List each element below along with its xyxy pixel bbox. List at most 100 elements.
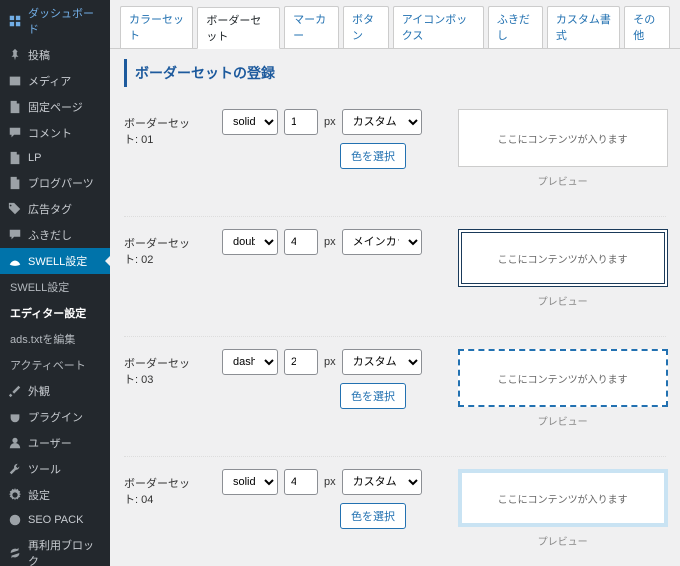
- sidebar-label: SEO PACK: [28, 514, 83, 526]
- tab[interactable]: マーカー: [284, 6, 339, 48]
- border-set-controls: soliddoubledasheddotted px カスタムメインカラー色を選択: [222, 469, 422, 529]
- sidebar-subitem[interactable]: SWELL設定: [0, 274, 110, 300]
- preview-box: ここにコンテンツが入ります: [458, 109, 668, 167]
- tab[interactable]: ボタン: [343, 6, 389, 48]
- sidebar-item[interactable]: 広告タグ: [0, 196, 110, 222]
- border-set-controls: soliddoubledasheddotted px カスタムメインカラー色を選択: [222, 349, 422, 409]
- sidebar-item[interactable]: 設定: [0, 482, 110, 508]
- tab[interactable]: カラーセット: [120, 6, 193, 48]
- swell-icon: [8, 254, 22, 268]
- sidebar-label: 固定ページ: [28, 99, 83, 115]
- sidebar-label: メディア: [28, 73, 71, 89]
- border-width-input[interactable]: [284, 229, 318, 255]
- border-set-row: ボーダーセット: 03 soliddoubledasheddotted px カスタム…: [124, 337, 666, 457]
- border-color-mode-select[interactable]: カスタムメインカラー: [342, 109, 422, 135]
- sidebar-label: プラグイン: [28, 409, 83, 425]
- comment-icon: [8, 228, 22, 242]
- sidebar-item[interactable]: プラグイン: [0, 404, 110, 430]
- px-unit: px: [324, 116, 336, 128]
- sidebar-label: ブログパーツ: [28, 175, 94, 191]
- color-picker-button[interactable]: 色を選択: [340, 503, 406, 529]
- color-picker-button[interactable]: 色を選択: [340, 383, 406, 409]
- sidebar-label: アクティベート: [10, 357, 86, 373]
- sidebar-item[interactable]: LP: [0, 146, 110, 170]
- tab[interactable]: ボーダーセット: [197, 7, 280, 49]
- sidebar-subitem[interactable]: ads.txtを編集: [0, 326, 110, 352]
- dashboard-icon: [8, 14, 22, 28]
- border-color-mode-select[interactable]: カスタムメインカラー: [342, 469, 422, 495]
- border-color-mode-select[interactable]: カスタムメインカラー: [342, 349, 422, 375]
- sidebar-item[interactable]: コメント: [0, 120, 110, 146]
- tag-icon: [8, 202, 22, 216]
- pin-icon: [8, 48, 22, 62]
- border-set-label: ボーダーセット: 03: [124, 349, 204, 387]
- user-icon: [8, 436, 22, 450]
- sidebar-label: ツール: [28, 461, 61, 477]
- sidebar-label: ads.txtを編集: [10, 331, 75, 347]
- sidebar-label: 投稿: [28, 47, 50, 63]
- comment-icon: [8, 126, 22, 140]
- border-style-select[interactable]: soliddoubledasheddotted: [222, 349, 278, 375]
- border-color-mode-select[interactable]: カスタムメインカラー: [342, 229, 422, 255]
- preview-column: ここにコンテンツが入りますプレビュー: [458, 469, 668, 548]
- border-set-row: ボーダーセット: 02 soliddoubledasheddotted px カスタム…: [124, 217, 666, 337]
- preview-caption: プレビュー: [538, 413, 588, 428]
- seo-icon: [8, 513, 22, 527]
- sidebar-label: コメント: [28, 125, 72, 141]
- preview-column: ここにコンテンツが入りますプレビュー: [458, 349, 668, 428]
- preview-column: ここにコンテンツが入りますプレビュー: [458, 109, 668, 188]
- sidebar-label: 広告タグ: [28, 201, 72, 217]
- border-set-label: ボーダーセット: 04: [124, 469, 204, 507]
- preview-caption: プレビュー: [538, 533, 588, 548]
- border-set-label: ボーダーセット: 01: [124, 109, 204, 147]
- media-icon: [8, 74, 22, 88]
- preview-box: ここにコンテンツが入ります: [458, 469, 668, 527]
- border-style-select[interactable]: soliddoubledasheddotted: [222, 469, 278, 495]
- border-style-select[interactable]: soliddoubledasheddotted: [222, 109, 278, 135]
- sidebar-label: ふきだし: [28, 227, 72, 243]
- border-style-select[interactable]: soliddoubledasheddotted: [222, 229, 278, 255]
- tab[interactable]: カスタム書式: [547, 6, 620, 48]
- border-width-input[interactable]: [284, 469, 318, 495]
- sidebar-label: 再利用ブロック: [28, 537, 102, 566]
- sidebar-item[interactable]: ふきだし: [0, 222, 110, 248]
- sidebar-label: 外観: [28, 383, 50, 399]
- page-icon: [8, 151, 22, 165]
- preview-box: ここにコンテンツが入ります: [458, 229, 668, 287]
- sidebar-item[interactable]: ツール: [0, 456, 110, 482]
- sidebar-item[interactable]: ダッシュボード: [0, 0, 110, 42]
- border-set-controls: soliddoubledasheddotted px カスタムメインカラー色を選択: [222, 109, 422, 169]
- page-title: ボーダーセットの登録: [124, 59, 666, 87]
- border-width-input[interactable]: [284, 349, 318, 375]
- tool-icon: [8, 462, 22, 476]
- border-set-row: ボーダーセット: 01 soliddoubledasheddotted px カスタム…: [124, 97, 666, 217]
- sidebar-subitem[interactable]: エディター設定: [0, 300, 110, 326]
- sidebar-item[interactable]: メディア: [0, 68, 110, 94]
- px-unit: px: [324, 476, 336, 488]
- px-unit: px: [324, 236, 336, 248]
- gear-icon: [8, 488, 22, 502]
- sidebar-label: 設定: [28, 487, 50, 503]
- sidebar-label: SWELL設定: [28, 253, 87, 269]
- sidebar-item[interactable]: ブログパーツ: [0, 170, 110, 196]
- tab[interactable]: その他: [624, 6, 670, 48]
- tab[interactable]: ふきだし: [488, 6, 543, 48]
- sidebar-item[interactable]: SEO PACK: [0, 508, 110, 532]
- sidebar-item[interactable]: 再利用ブロック: [0, 532, 110, 566]
- sidebar-item[interactable]: 固定ページ: [0, 94, 110, 120]
- plug-icon: [8, 410, 22, 424]
- sidebar-item[interactable]: 外観: [0, 378, 110, 404]
- preview-column: ここにコンテンツが入りますプレビュー: [458, 229, 668, 308]
- px-unit: px: [324, 356, 336, 368]
- sidebar-item[interactable]: ユーザー: [0, 430, 110, 456]
- border-width-input[interactable]: [284, 109, 318, 135]
- reuse-icon: [8, 546, 22, 560]
- tab[interactable]: アイコンボックス: [393, 6, 484, 48]
- border-set-label: ボーダーセット: 02: [124, 229, 204, 267]
- sidebar-subitem[interactable]: アクティベート: [0, 352, 110, 378]
- color-picker-button[interactable]: 色を選択: [340, 143, 406, 169]
- sidebar-item[interactable]: 投稿: [0, 42, 110, 68]
- border-set-row: ボーダーセット: 04 soliddoubledasheddotted px カスタム…: [124, 457, 666, 566]
- sidebar-label: エディター設定: [10, 305, 86, 321]
- sidebar-item-swell[interactable]: SWELL設定: [0, 248, 110, 274]
